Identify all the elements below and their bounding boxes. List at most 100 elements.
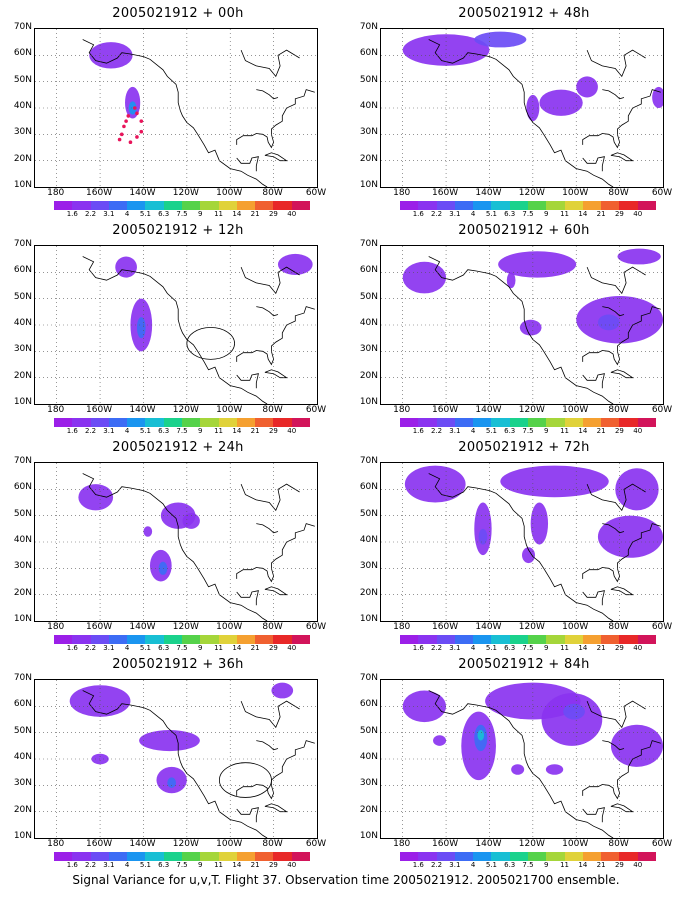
map-canvas (35, 246, 317, 404)
colorbar-swatch (236, 852, 256, 861)
coastline (236, 156, 259, 172)
lon-tick-label: 140W (129, 839, 156, 849)
panel-title: 2005021912 + 24h (112, 440, 244, 455)
colorbar-level-label: 1.6 (412, 427, 424, 435)
coastline (264, 369, 288, 379)
colorbar-swatch (273, 201, 292, 210)
lat-tick-label: 10N (13, 831, 32, 841)
coastline (82, 690, 268, 838)
colorbar-level-label: 11 (214, 644, 224, 652)
map-frame (34, 245, 318, 405)
colorbar-level-label: 4 (470, 644, 476, 652)
colorbar-swatch (291, 418, 310, 427)
lon-tick-label: 60W (305, 188, 327, 198)
lat-tick-label: 50N (359, 508, 378, 519)
colorbar-swatch (637, 635, 656, 644)
variance-contour (78, 484, 114, 511)
flight-track-point (139, 119, 144, 123)
colorbar-swatch (564, 418, 583, 427)
colorbar-swatch (54, 418, 73, 427)
colorbar-level-label: 9 (544, 861, 549, 869)
flight-track-point (117, 137, 122, 142)
lon-tick-label: 140W (129, 188, 156, 198)
colorbar-level-label: 6.3 (504, 210, 516, 218)
lat-tick-label: 60N (13, 48, 32, 59)
lat-tick-label: 30N (13, 778, 32, 789)
colorbar-level-label: 3.1 (103, 210, 115, 218)
map-panel: 2005021912 + 12h 70N 60N 50N 40N 30N 20N 10N 180… (0, 217, 346, 435)
colorbar-swatch (454, 418, 474, 427)
variance-contour (539, 89, 583, 116)
colorbar-swatch (200, 852, 219, 861)
variance-contour (511, 764, 525, 775)
colorbar-swatch (218, 418, 237, 427)
colorbar-level-label: 4 (124, 644, 130, 652)
colorbar-swatch (601, 418, 620, 427)
lon-tick-label: 140W (475, 622, 502, 632)
lon-tick-label: 120W (518, 405, 545, 415)
map-frame (34, 28, 318, 188)
lat-tick-label: 70N (13, 456, 32, 466)
lon-tick-label: 180 (393, 839, 411, 849)
lon-tick-label: 180 (393, 622, 411, 632)
coastline (240, 266, 300, 295)
coastline (264, 586, 288, 596)
colorbar-swatch (108, 418, 128, 427)
colorbar-swatch (436, 201, 455, 210)
lat-tick-label: 40N (13, 535, 32, 545)
colorbar-swatch (145, 418, 164, 427)
colorbar-swatch (236, 635, 256, 644)
colorbar-swatch (454, 201, 474, 210)
lat-tick-label: 10N (359, 614, 378, 624)
lon-tick-label: 180 (47, 188, 65, 198)
colorbar-level-label: 1.6 (412, 644, 424, 652)
panel-title: 2005021912 + 72h (458, 440, 590, 455)
colorbar-swatch (619, 635, 638, 644)
colorbar-swatch (619, 418, 638, 427)
colorbar-swatch (90, 418, 109, 427)
coastline (602, 306, 625, 317)
colorbar-swatch (564, 852, 583, 861)
colorbar-swatch (400, 201, 419, 210)
colorbar-swatch (454, 635, 474, 644)
colorbar-swatch (291, 852, 310, 861)
colorbar-level-label: 6.3 (504, 427, 516, 435)
colorbar-level-label: 2.2 (430, 644, 443, 652)
lon-tick-label: 180 (47, 405, 65, 415)
colorbar-swatch (546, 635, 565, 644)
colorbar-swatch (72, 635, 91, 644)
colorbar-level-label: 11 (214, 210, 224, 218)
lat-tick-label: 70N (13, 673, 32, 683)
colorbar (400, 635, 656, 644)
lon-tick-label: 60W (305, 839, 327, 849)
lon-tick-label: 80W (262, 405, 283, 415)
lat-tick-label: 50N (359, 725, 378, 736)
colorbar-level-label: 14 (578, 861, 588, 869)
variance-contour (69, 685, 131, 717)
coastline (256, 740, 279, 751)
lat-tick-label: 10N (13, 397, 32, 407)
colorbar-swatch (163, 201, 182, 210)
colorbar-level-label: 4 (470, 427, 476, 435)
colorbar-level-label: 14 (578, 427, 588, 435)
colorbar-swatch (564, 201, 583, 210)
colorbar-swatch (273, 418, 292, 427)
colorbar-swatch (601, 635, 620, 644)
target-region-circle (186, 327, 235, 360)
colorbar-swatch (90, 635, 109, 644)
colorbar-swatch (273, 852, 292, 861)
colorbar-level-label: 3.1 (103, 861, 115, 869)
coastline (610, 586, 634, 596)
lon-tick-label: 80W (262, 839, 283, 849)
colorbar (54, 852, 310, 861)
panel-title: 2005021912 + 00h (112, 6, 244, 21)
colorbar-swatch (400, 635, 419, 644)
coastline (586, 700, 646, 729)
variance-contour (597, 515, 663, 558)
lon-tick-label: 140W (129, 405, 156, 415)
coastline (264, 803, 288, 813)
panel-title: 2005021912 + 12h (112, 223, 244, 238)
colorbar-swatch (291, 635, 310, 644)
variance-contour (158, 561, 168, 575)
map-frame (380, 462, 664, 622)
